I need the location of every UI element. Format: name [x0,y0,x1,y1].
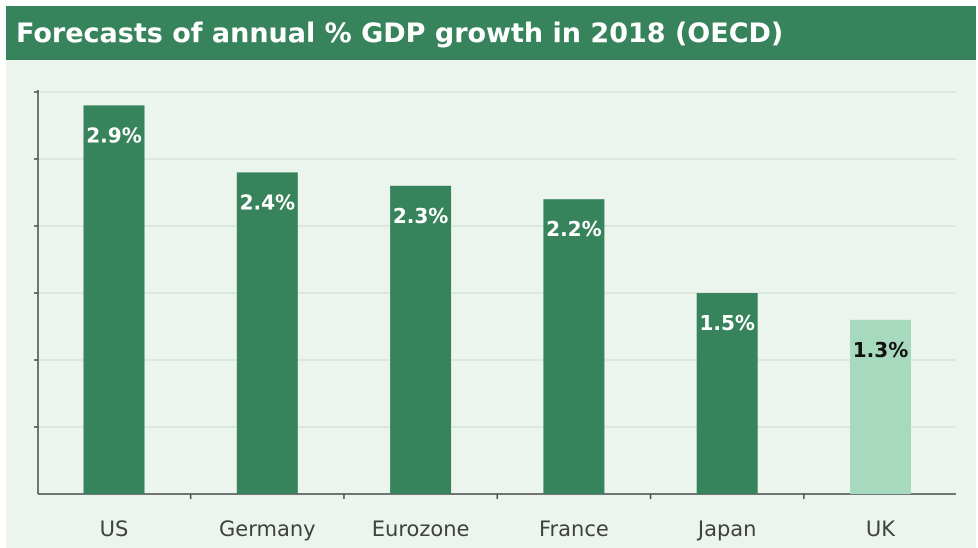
value-labels: 2.9% 2.4% 2.3% 2.2% 1.5% 1.3% [86,123,908,361]
plot-area: 2.9% 2.4% 2.3% 2.2% 1.5% 1.3% US Germany Eurozon… [6,60,976,548]
category-label: France [539,517,609,541]
title-bar: Forecasts of annual % GDP growth in 2018… [6,6,976,60]
category-label: Japan [696,517,757,541]
value-label: 2.4% [240,190,295,214]
category-label: US [100,517,129,541]
gridlines [38,91,956,428]
bar-eurozone [390,185,452,495]
value-label: 1.3% [853,338,908,362]
value-label: 1.5% [699,311,754,335]
bar-uk [850,319,911,494]
bar-france [543,199,605,494]
bar-japan [696,293,758,494]
bars [83,105,911,495]
value-label: 2.2% [546,217,601,241]
category-labels: US Germany Eurozone France Japan UK [100,517,897,541]
x-axis-ticks [189,494,805,499]
bar-germany [236,172,298,494]
bar-us [83,105,145,495]
y-axis-ticks [34,91,38,428]
category-label: Germany [219,517,316,541]
value-label: 2.9% [86,123,141,147]
category-label: Eurozone [372,517,470,541]
value-label: 2.3% [393,204,448,228]
bar-chart: 2.9% 2.4% 2.3% 2.2% 1.5% 1.3% US Germany Eurozon… [34,90,956,541]
chart-title: Forecasts of annual % GDP growth in 2018… [16,17,784,49]
category-label: UK [866,517,896,541]
